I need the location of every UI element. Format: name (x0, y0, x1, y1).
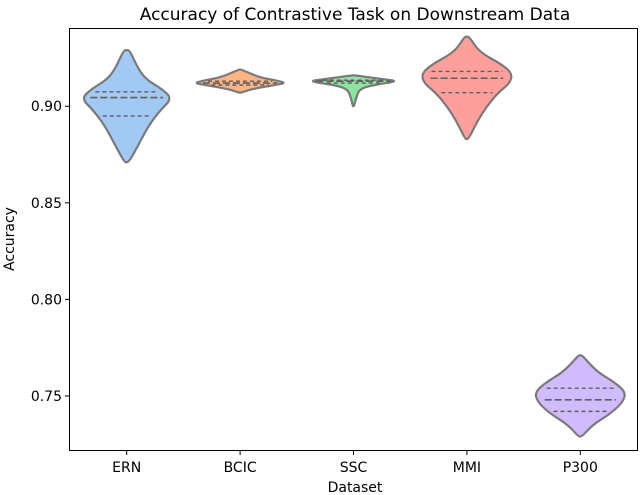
x-tick-label: ERN (112, 460, 141, 476)
x-tick-label: SSC (340, 460, 368, 476)
violin-body (421, 35, 513, 141)
x-tick-label: MMI (453, 460, 481, 476)
violin-p300 (534, 354, 626, 438)
y-tick-label: 0.85 (31, 196, 62, 212)
violin-body (195, 68, 285, 94)
violin-body (534, 354, 626, 438)
violin-ern (82, 49, 171, 164)
violin-ssc (311, 74, 396, 108)
violins-layer (82, 35, 626, 438)
violin-bcic (195, 68, 285, 94)
x-axis: ERN BCIC SSC MMI P300 (112, 450, 598, 476)
x-tick-label: P300 (563, 460, 598, 476)
chart-title: Accuracy of Contrastive Task on Downstre… (140, 5, 571, 25)
y-axis: 0.75 0.80 0.85 0.90 (31, 99, 70, 405)
y-axis-label: Accuracy (2, 207, 18, 271)
x-tick-label: BCIC (224, 460, 257, 476)
violin-body (311, 74, 396, 108)
violin-mmi (421, 35, 513, 141)
violin-body (82, 49, 171, 164)
x-axis-label: Dataset (328, 480, 383, 495)
y-tick-label: 0.90 (31, 99, 62, 115)
y-tick-label: 0.75 (31, 389, 62, 405)
y-tick-label: 0.80 (31, 292, 62, 308)
